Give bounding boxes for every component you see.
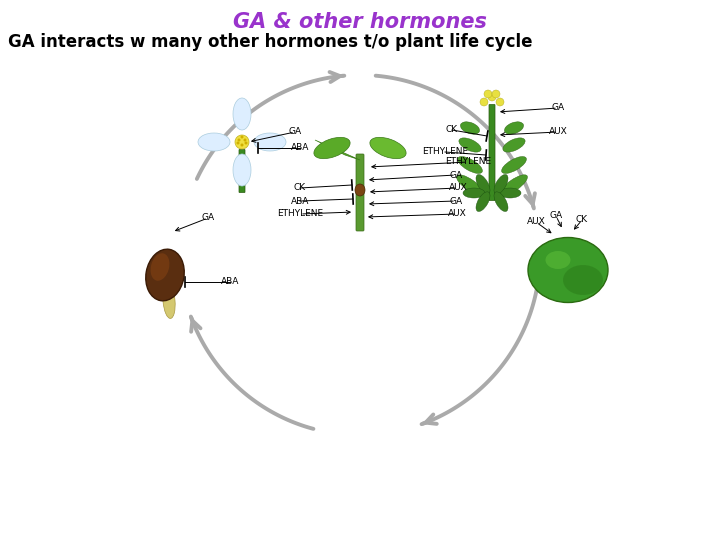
Circle shape bbox=[240, 136, 243, 138]
Text: ETHYLENE: ETHYLENE bbox=[277, 210, 323, 219]
Ellipse shape bbox=[459, 138, 481, 152]
Ellipse shape bbox=[145, 249, 184, 301]
Ellipse shape bbox=[500, 175, 528, 195]
Ellipse shape bbox=[505, 122, 523, 134]
Ellipse shape bbox=[198, 133, 230, 151]
Ellipse shape bbox=[499, 188, 521, 198]
Ellipse shape bbox=[314, 137, 350, 159]
Text: GA: GA bbox=[202, 213, 215, 222]
FancyBboxPatch shape bbox=[564, 249, 573, 301]
Ellipse shape bbox=[563, 265, 603, 295]
Circle shape bbox=[480, 98, 488, 106]
Ellipse shape bbox=[494, 192, 508, 212]
Ellipse shape bbox=[476, 192, 490, 212]
Ellipse shape bbox=[254, 133, 286, 151]
Ellipse shape bbox=[235, 135, 249, 149]
Ellipse shape bbox=[150, 253, 169, 281]
Ellipse shape bbox=[476, 174, 490, 194]
Text: GA interacts w many other hormones t/o plant life cycle: GA interacts w many other hormones t/o p… bbox=[8, 33, 533, 51]
Circle shape bbox=[492, 90, 500, 98]
Ellipse shape bbox=[528, 238, 608, 302]
Ellipse shape bbox=[233, 154, 251, 186]
Circle shape bbox=[488, 93, 496, 101]
Text: CK: CK bbox=[576, 215, 588, 225]
Text: AUX: AUX bbox=[526, 218, 545, 226]
Text: ETHYLENE: ETHYLENE bbox=[445, 158, 491, 166]
Text: GA: GA bbox=[449, 171, 462, 179]
Circle shape bbox=[484, 90, 492, 98]
Ellipse shape bbox=[355, 184, 365, 196]
Text: GA: GA bbox=[289, 127, 302, 137]
Text: AUX: AUX bbox=[549, 127, 567, 137]
Text: CK: CK bbox=[446, 125, 458, 134]
Text: AUX: AUX bbox=[448, 210, 467, 219]
FancyBboxPatch shape bbox=[239, 150, 245, 192]
Circle shape bbox=[240, 144, 243, 146]
Text: ABA: ABA bbox=[221, 278, 239, 287]
Ellipse shape bbox=[458, 157, 482, 173]
Ellipse shape bbox=[233, 98, 251, 130]
FancyBboxPatch shape bbox=[489, 105, 495, 200]
Ellipse shape bbox=[370, 137, 406, 159]
FancyBboxPatch shape bbox=[356, 154, 364, 231]
Text: ETHYLENE: ETHYLENE bbox=[422, 147, 468, 157]
Circle shape bbox=[243, 138, 246, 141]
Text: CK: CK bbox=[294, 184, 306, 192]
Text: GA: GA bbox=[549, 212, 562, 220]
Ellipse shape bbox=[460, 122, 480, 134]
Ellipse shape bbox=[503, 138, 525, 152]
Text: AUX: AUX bbox=[449, 184, 467, 192]
Ellipse shape bbox=[163, 284, 175, 319]
Text: ABA: ABA bbox=[291, 197, 309, 206]
Circle shape bbox=[238, 138, 240, 141]
Ellipse shape bbox=[546, 251, 570, 269]
Text: ABA: ABA bbox=[291, 144, 309, 152]
Ellipse shape bbox=[463, 188, 485, 198]
Ellipse shape bbox=[494, 174, 508, 194]
Circle shape bbox=[496, 98, 504, 106]
Text: GA & other hormones: GA & other hormones bbox=[233, 12, 487, 32]
Circle shape bbox=[236, 141, 240, 145]
Polygon shape bbox=[315, 140, 360, 160]
Text: GA: GA bbox=[449, 197, 462, 206]
Circle shape bbox=[245, 141, 248, 145]
Ellipse shape bbox=[502, 157, 526, 173]
Ellipse shape bbox=[456, 175, 484, 195]
Text: GA: GA bbox=[552, 104, 564, 112]
